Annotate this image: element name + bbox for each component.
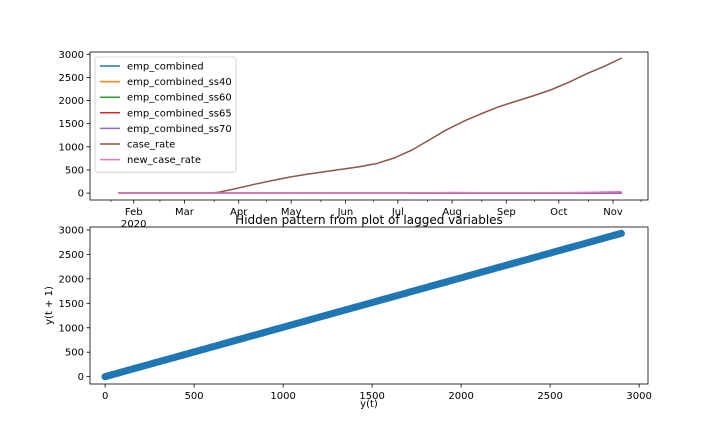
x-year-label: 2020 [121, 219, 146, 230]
series-line-new-case-rate [118, 190, 622, 194]
x-tick-label: May [281, 207, 302, 218]
y-tick-label: 1500 [59, 119, 84, 130]
x-tick-label: 1500 [359, 391, 384, 402]
x-axis: Feb Mar Apr May Jun Jul Aug Sep Oct Nov 2020 [110, 200, 642, 230]
x-tick-label: 0 [102, 391, 108, 402]
series-line-case-rate [118, 57, 623, 194]
scatter-points [101, 229, 625, 381]
y-tick-label: 0 [78, 189, 84, 200]
legend-label: case_rate [127, 140, 175, 151]
legend-label: emp_combined [127, 62, 204, 73]
legend-label: new_case_rate [127, 155, 201, 166]
legend: emp_combined emp_combined_ss40 emp_combine… [94, 56, 237, 173]
y-tick-label: 2500 [59, 73, 84, 84]
time-series-chart: 0 500 1000 1500 2000 2500 3000 Feb Mar Apr May Jun… [59, 50, 649, 230]
y-tick-label: 2500 [59, 250, 84, 261]
chart-title: Hidden pattern from plot of lagged varia… [235, 213, 503, 227]
y-tick-label: 1000 [59, 323, 84, 334]
legend-label: emp_combined_ss65 [127, 108, 232, 119]
series-lines [118, 57, 623, 194]
x-tick-label: Mar [175, 207, 195, 218]
y-axis: 0 500 1000 1500 2000 2500 3000 [59, 225, 90, 383]
x-tick-label: Jul [391, 207, 404, 218]
x-axis: 0 500 1000 1500 2000 2500 3000 [102, 384, 652, 402]
y-tick-label: 1500 [59, 299, 84, 310]
x-axis-label: y(t) [360, 399, 378, 410]
y-axis-label: y(t + 1) [44, 286, 55, 325]
y-tick-label: 500 [65, 165, 84, 176]
y-tick-label: 2000 [59, 96, 84, 107]
x-tick-label: Nov [603, 207, 623, 218]
legend-box [94, 56, 237, 173]
x-tick-label: Oct [550, 207, 567, 218]
y-tick-label: 3000 [59, 50, 84, 61]
y-tick-label: 2000 [59, 274, 84, 285]
x-tick-label: Apr [230, 207, 248, 218]
plot-frame [89, 226, 649, 385]
y-axis: 0 500 1000 1500 2000 2500 3000 [59, 50, 90, 200]
x-tick-label: 2000 [448, 391, 473, 402]
y-tick-label: 3000 [59, 225, 84, 236]
plot-frame [89, 51, 649, 201]
y-tick-label: 0 [78, 372, 84, 383]
x-tick-label: Aug [442, 207, 462, 218]
lag-scatter-chart: 0 500 1000 1500 2000 2500 3000 0 500 1000 1500 200… [44, 213, 652, 410]
y-tick-label: 500 [65, 348, 84, 359]
legend-label: emp_combined_ss70 [127, 124, 232, 135]
x-tick-label: Sep [497, 207, 516, 218]
x-tick-label: 1000 [270, 391, 295, 402]
scatter-point [617, 229, 625, 237]
x-tick-label: 500 [185, 391, 204, 402]
x-tick-label: Jun [337, 207, 354, 218]
y-tick-label: 1000 [59, 142, 84, 153]
legend-label: emp_combined_ss60 [127, 93, 232, 104]
x-tick-label: 3000 [626, 391, 651, 402]
legend-label: emp_combined_ss40 [127, 77, 232, 88]
x-tick-label: 2500 [537, 391, 562, 402]
x-tick-label: Feb [125, 207, 143, 218]
